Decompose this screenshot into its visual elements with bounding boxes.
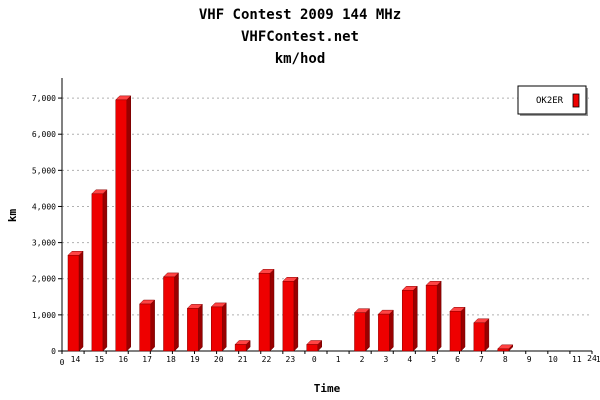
x-tick-label: 9 [527,355,532,364]
x-tick-label: 21 [238,355,248,364]
chart-subtitle-site: VHFContest.net [240,29,359,45]
bar [306,339,323,352]
bar-side [436,280,442,352]
bar [377,309,394,352]
x-axis-title: Time [314,382,341,395]
x-edge-label-start: 0 [60,358,65,367]
bar [353,308,371,352]
chart-titles: VHF Contest 2009 144 MHz VHFContest.net … [0,4,600,70]
bar-front [163,276,175,352]
bar [473,318,490,352]
x-tick-label: 20 [214,355,224,364]
y-axis-title: km [6,209,19,223]
legend-swatch [572,93,580,108]
x-tick-label: 11 [572,355,582,364]
x-tick-label: 14 [71,355,81,364]
bar [210,302,227,352]
y-tick-label: 5,000 [32,166,56,175]
x-tick-label: 7 [479,355,484,364]
x-tick-label: 6 [455,355,460,364]
bar-front [210,306,223,352]
x-tick-label: 1 [336,355,341,364]
bar-side [389,309,394,352]
bar-front [234,344,247,352]
x-tick-label: 2 [360,355,365,364]
bar-side [126,95,131,352]
bar [401,285,418,352]
x-tick-label: 17 [142,355,152,364]
bar [258,268,275,352]
bar [91,189,108,352]
bar [425,280,442,352]
x-tick-label: 0 [312,355,317,364]
y-tick-label: 3,000 [32,239,56,248]
x-tick-label: 16 [118,355,128,364]
x-tick-label: 23 [286,355,296,364]
y-tick-label: 0 [51,347,56,356]
x-tick-label: 8 [503,355,508,364]
bar-side [412,285,418,352]
bar-front [187,308,199,352]
bar [234,339,251,352]
bar [67,250,84,352]
axis-layer [58,78,593,354]
y-tick-label: 7,000 [32,94,56,103]
legend-label: OK2ER [536,96,564,106]
bar-front [306,344,318,352]
bar [162,272,180,352]
bar-front [449,311,462,352]
x-tick-label: 18 [166,355,176,364]
bar-side [293,276,299,352]
x-tick-label: 3 [383,355,388,364]
x-tick-label: 10 [548,355,558,364]
bar-front [425,284,438,352]
bar [282,276,299,352]
bar-front [401,290,414,352]
x-tick-label: 15 [95,355,105,364]
bar-front [258,273,271,352]
bar [497,344,514,352]
bar-layer [67,95,514,352]
x-tick-label: 5 [431,355,436,364]
bar-front [67,254,80,352]
bar-front [91,193,104,352]
bar-side [102,189,108,352]
bar [139,299,156,352]
bar [115,95,132,352]
x-tick-label: 12 [596,355,600,364]
legend: OK2ER [517,85,588,116]
x-tick-label: 4 [407,355,412,364]
y-tick-label: 2,000 [32,275,56,284]
chart-subtitle-unit: km/hod [274,51,326,67]
bar [449,306,466,352]
chart-title: VHF Contest 2009 144 MHz [198,7,402,23]
bar-side [198,303,203,352]
bar-front [139,303,151,352]
y-tick-label: 1,000 [32,311,56,320]
x-edge-label-end: 24 [587,354,597,363]
grid-layer [62,97,592,316]
bar-side [174,272,179,352]
bar-side [221,302,227,352]
x-tick-label: 22 [262,355,272,364]
bar-side [460,306,466,352]
bar-front [354,312,366,352]
bar-front [378,313,390,352]
bar-side [269,268,275,352]
bar-front [497,348,509,352]
bar-side [484,318,490,352]
bar-side [365,308,370,352]
x-tick-label: 19 [190,355,200,364]
bar-side [150,299,155,352]
bar [186,303,203,352]
bar-front [115,99,127,352]
bar-front [282,281,295,352]
bar-front [473,322,486,352]
bar-side [78,250,84,352]
y-tick-label: 4,000 [32,202,56,211]
y-tick-label: 6,000 [32,130,56,139]
